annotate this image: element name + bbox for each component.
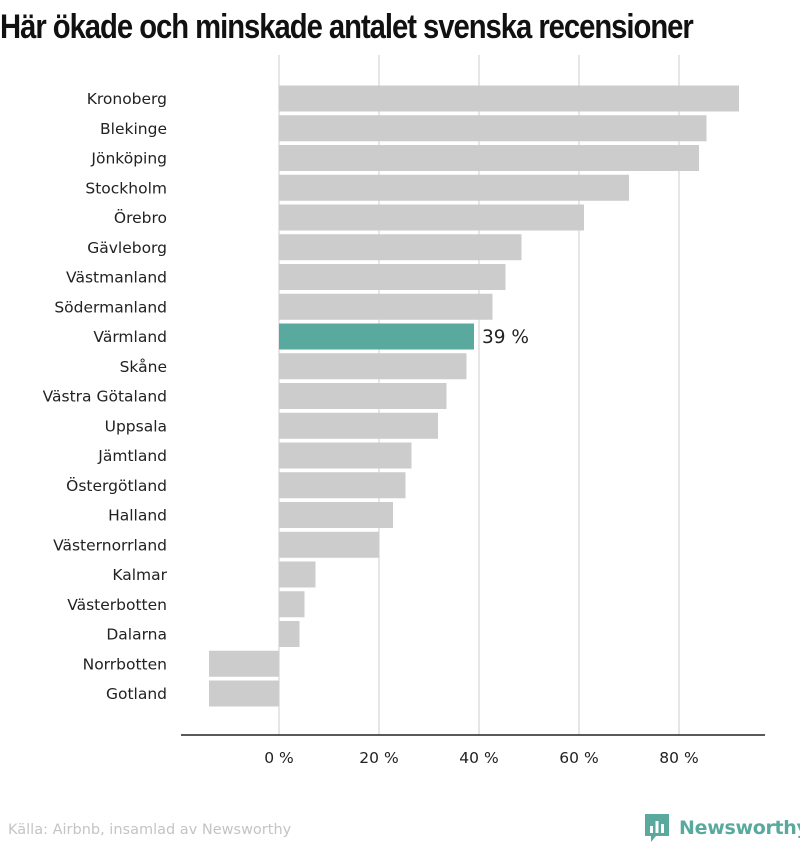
- bar: [279, 85, 739, 112]
- category-label: Västernorrland: [53, 536, 167, 554]
- category-label: Dalarna: [106, 626, 167, 644]
- bar: [279, 442, 412, 469]
- bar: [279, 115, 707, 142]
- category-labels: Kronoberg Blekinge Jönköping Stockholm Örebr…: [43, 90, 529, 703]
- bar: [279, 621, 300, 647]
- brand-logo: Newsworthy: [643, 812, 800, 844]
- x-tick-label: 40 %: [459, 749, 498, 767]
- category-label: Kalmar: [112, 566, 167, 584]
- bar: [279, 293, 493, 320]
- bar: [279, 234, 522, 261]
- category-label: Östergötland: [66, 476, 167, 495]
- chart-title: Här ökade och minskade antalet svenska r…: [0, 8, 694, 46]
- x-axis: 0 % 20 % 40 % 60 % 80 %: [181, 734, 765, 767]
- category-label: Jämtland: [97, 447, 167, 465]
- category-label: Kronoberg: [87, 90, 167, 108]
- bar-highlight: [279, 323, 474, 350]
- bar: [279, 264, 506, 290]
- bar: [209, 680, 279, 707]
- x-tick-label: 20 %: [359, 749, 398, 767]
- bars: [209, 85, 739, 707]
- x-tick-label: 0 %: [264, 749, 294, 767]
- bar: [279, 591, 305, 618]
- category-label: Västerbotten: [67, 596, 167, 614]
- bar: [279, 383, 447, 409]
- category-label: Gotland: [106, 685, 167, 703]
- category-label: Norrbotten: [83, 655, 167, 673]
- bar: [279, 353, 467, 380]
- category-label: Västmanland: [66, 269, 167, 287]
- bar: [279, 531, 379, 558]
- bar-chart: Kronoberg Blekinge Jönköping Stockholm Örebr…: [43, 55, 765, 767]
- category-label: Halland: [108, 507, 167, 525]
- category-label: Södermanland: [54, 298, 167, 316]
- newsworthy-logo-icon: [645, 814, 669, 842]
- x-tick-label: 60 %: [559, 749, 598, 767]
- category-label: Blekinge: [100, 120, 167, 138]
- category-label: Jönköping: [90, 150, 167, 168]
- category-label: Skåne: [120, 358, 167, 376]
- bar: [279, 502, 393, 528]
- bar: [279, 174, 629, 201]
- bar: [279, 472, 406, 499]
- highlight-value-label: 39 %: [482, 327, 529, 348]
- bar: [279, 145, 699, 171]
- bar: [279, 412, 438, 439]
- bar: [279, 561, 316, 588]
- bar: [209, 650, 279, 677]
- brand-name: Newsworthy: [679, 817, 800, 839]
- category-label: Västra Götaland: [43, 388, 167, 406]
- category-label: Stockholm: [85, 179, 167, 197]
- x-tick-label: 80 %: [659, 749, 698, 767]
- category-label: Gävleborg: [87, 239, 167, 257]
- bar: [279, 204, 584, 231]
- category-label: Värmland: [93, 328, 167, 346]
- category-label: Uppsala: [105, 417, 167, 435]
- category-label: Örebro: [114, 208, 167, 227]
- source-note: Källa: Airbnb, insamlad av Newsworthy: [8, 822, 292, 838]
